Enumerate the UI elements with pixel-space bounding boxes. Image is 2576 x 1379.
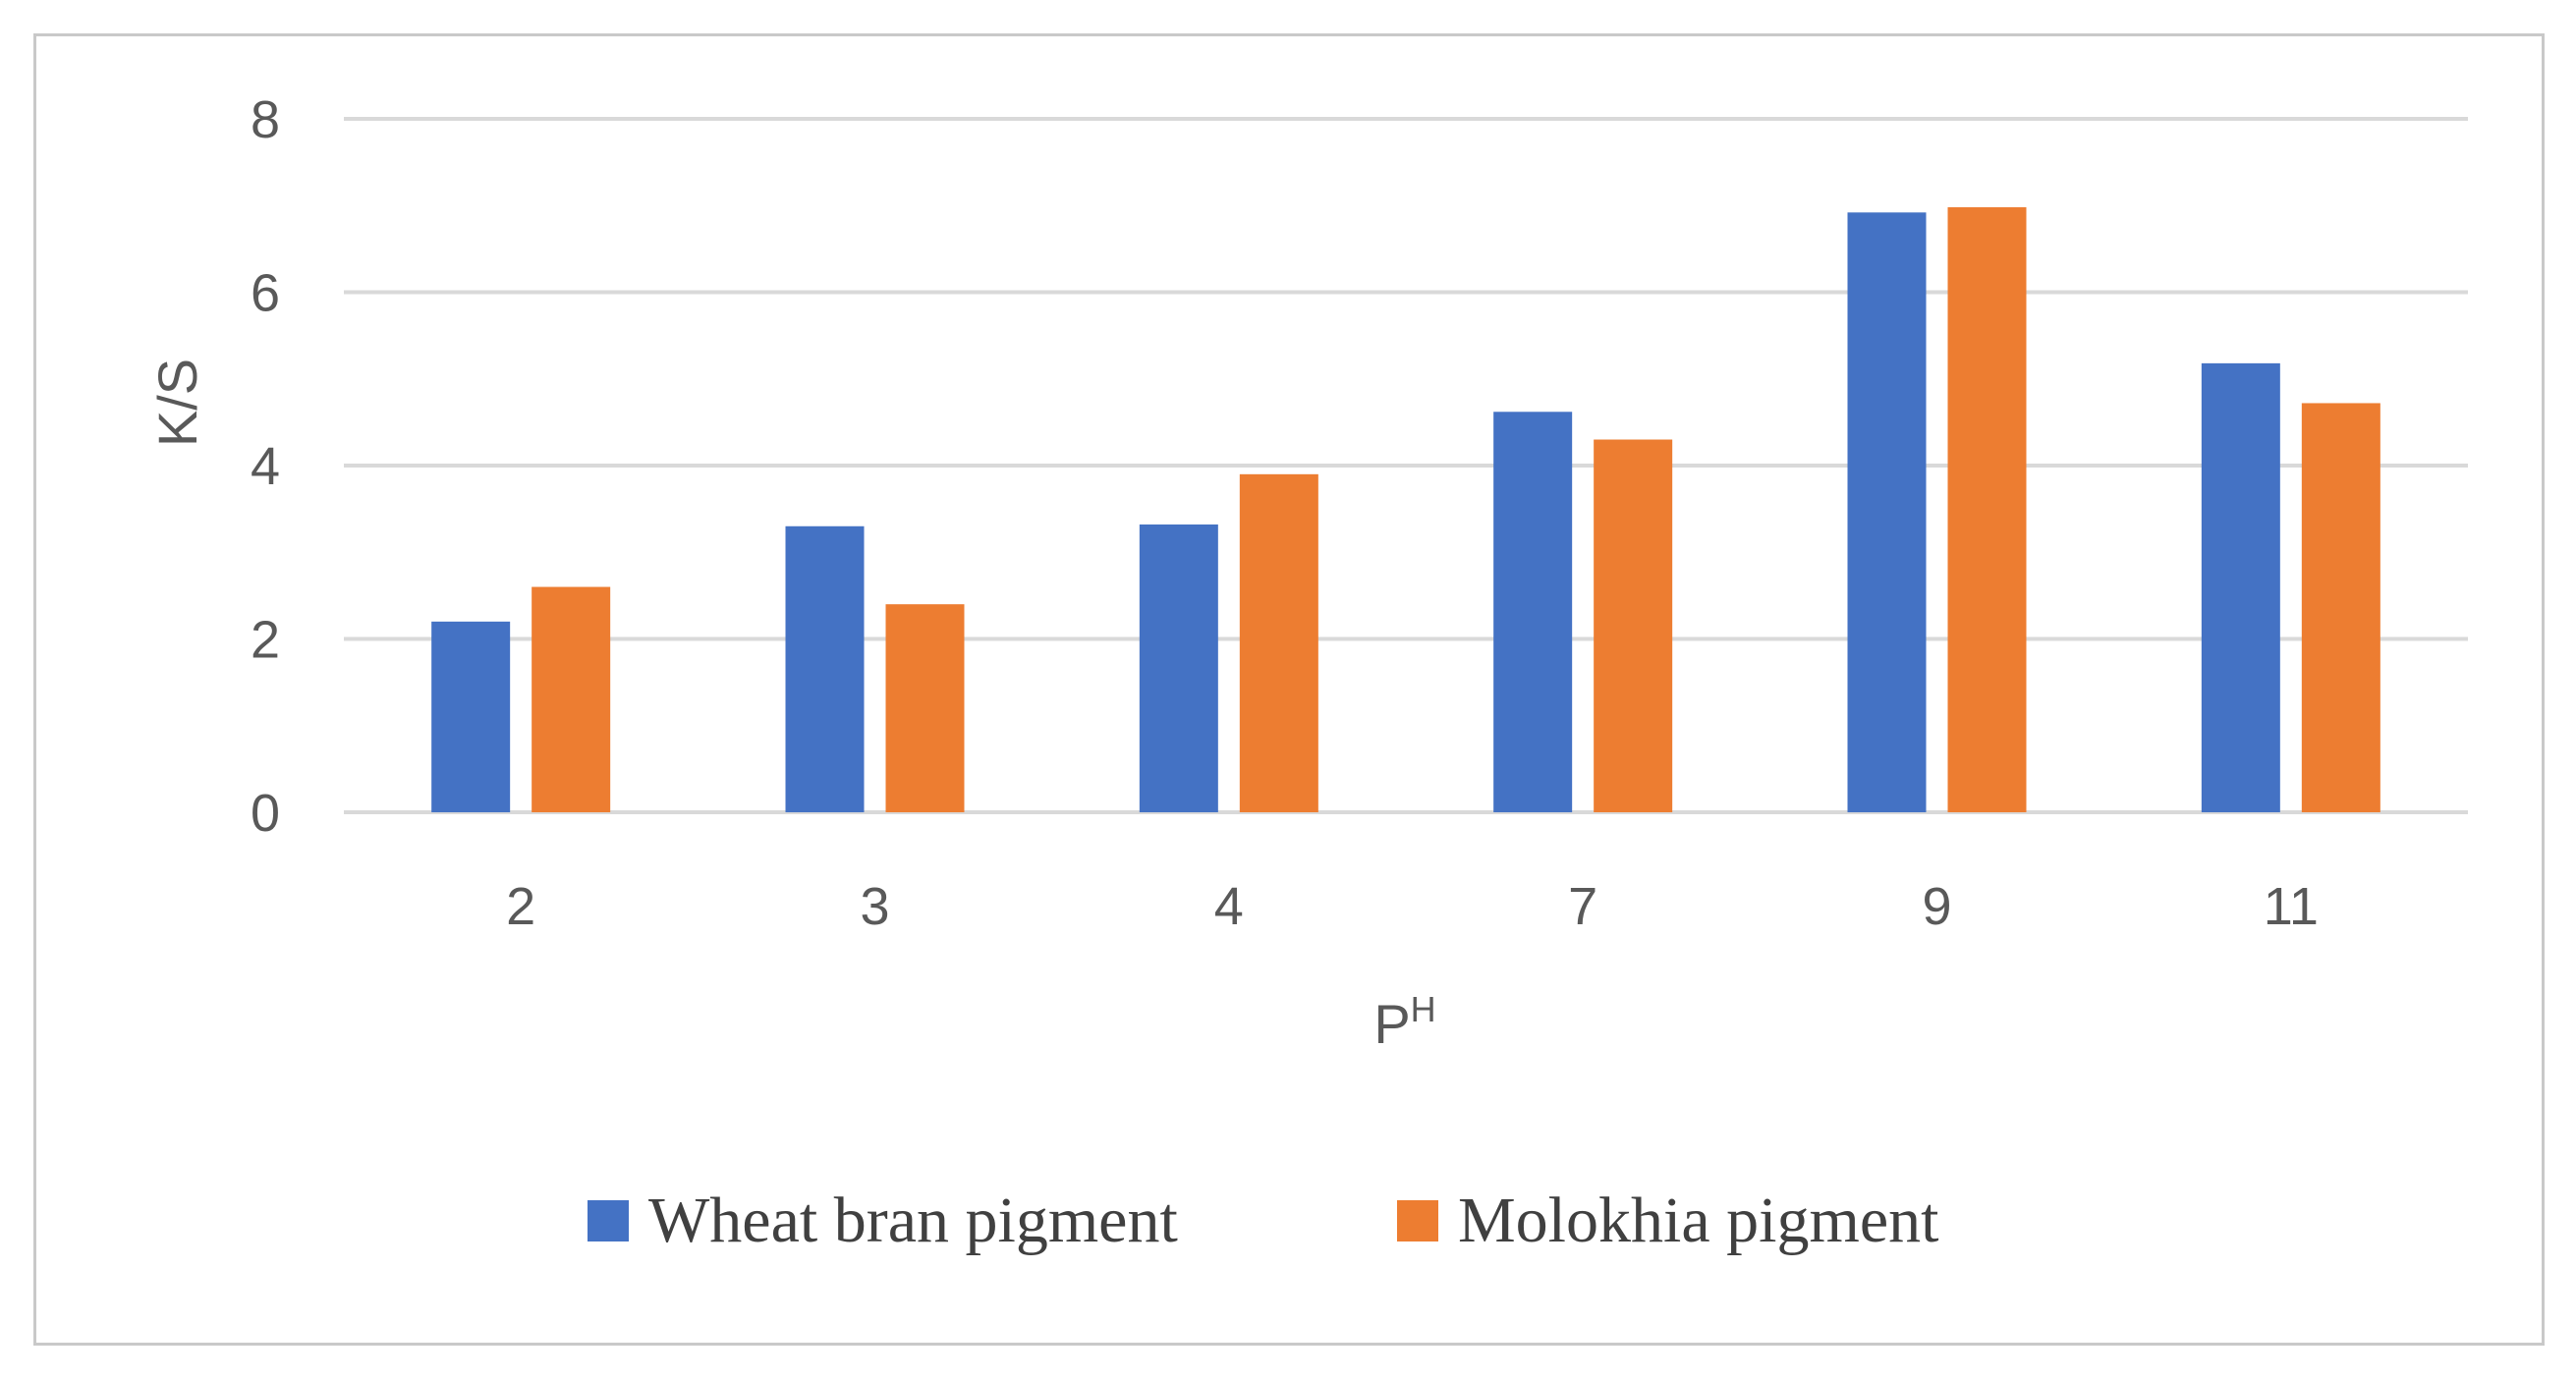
x-tick-label-7: 7 [1568, 877, 1597, 936]
legend-swatch-wheat-bran [588, 1200, 629, 1241]
y-tick-label-8: 8 [251, 90, 280, 149]
y-axis-title: K/S [146, 359, 208, 447]
bar-series1-ph-4 [1239, 473, 1318, 812]
x-axis-title: PH [1373, 989, 1435, 1055]
bar-series1-ph-3 [885, 604, 965, 812]
bar-series0-ph-4 [1139, 524, 1218, 812]
bar-series0-ph-7 [1493, 412, 1573, 812]
x-tick-label-9: 9 [1922, 877, 1951, 936]
x-tick-labels: 2 3 4 7 9 11 [506, 877, 2319, 936]
y-tick-label-4: 4 [251, 437, 280, 496]
bar-series0-ph-3 [785, 525, 865, 812]
y-tick-label-2: 2 [251, 611, 280, 670]
legend: Wheat bran pigment Molokhia pigment [588, 1185, 1938, 1256]
y-tick-label-6: 6 [251, 264, 280, 323]
x-tick-label-11: 11 [2264, 877, 2319, 936]
y-tick-labels: 0 2 4 6 8 [251, 90, 280, 843]
bar-series0-ph-2 [431, 621, 511, 812]
x-axis-title-main: P [1373, 993, 1410, 1055]
bar-series1-ph-7 [1594, 439, 1673, 812]
bar-series1-ph-11 [2301, 403, 2380, 812]
x-tick-label-3: 3 [860, 877, 889, 936]
bar-series0-ph-11 [2201, 362, 2280, 812]
bars [431, 207, 2380, 812]
gridlines [344, 117, 2468, 814]
bar-series1-ph-9 [1947, 207, 2027, 812]
bar-series1-ph-2 [532, 586, 611, 812]
x-tick-label-2: 2 [506, 877, 535, 936]
y-tick-label-0: 0 [251, 784, 280, 843]
x-axis-title-superscript: H [1411, 989, 1436, 1029]
legend-label-wheat-bran: Wheat bran pigment [648, 1185, 1178, 1256]
legend-swatch-molokhia [1397, 1200, 1438, 1241]
bar-series0-ph-9 [1847, 212, 1927, 812]
legend-label-molokhia: Molokhia pigment [1458, 1185, 1938, 1256]
x-tick-label-4: 4 [1214, 877, 1244, 936]
